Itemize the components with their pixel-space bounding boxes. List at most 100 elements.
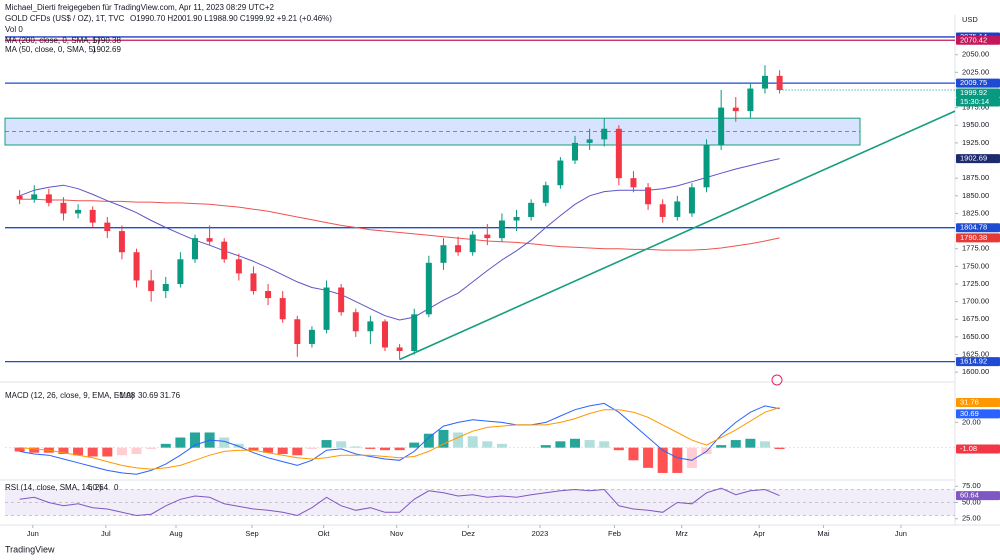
y-tick-label: 1725.00	[962, 279, 989, 288]
ma-line	[19, 158, 780, 321]
histogram-bar	[277, 447, 288, 454]
attribution: Michael_Dierti freigegeben für TradingVi…	[5, 3, 275, 12]
y-tick-label: 25.00	[962, 514, 981, 523]
x-tick-label: Dez	[462, 529, 476, 538]
trend-line	[399, 110, 956, 361]
candle-body	[645, 187, 652, 205]
level-tag: 1614.92	[960, 357, 987, 366]
y-tick-label: 1875.00	[962, 173, 989, 182]
level-tag: 2009.75	[960, 78, 987, 87]
histogram-bar	[233, 443, 244, 448]
y-tick-label: 1750.00	[962, 261, 989, 270]
histogram-bar	[716, 445, 727, 448]
x-tick-label: Mai	[817, 529, 829, 538]
candle-body	[396, 347, 403, 352]
histogram-bar	[423, 433, 434, 448]
candle-body	[674, 201, 681, 217]
histogram-bar	[467, 436, 478, 448]
candle-body	[469, 234, 476, 253]
histogram-bar	[628, 447, 639, 461]
macd-line	[19, 407, 780, 470]
x-tick-label: Feb	[608, 529, 621, 538]
y-tick-label: 1700.00	[962, 297, 989, 306]
y-tick-label: 1775.00	[962, 244, 989, 253]
histogram-bar	[555, 441, 566, 448]
candle-body	[747, 88, 754, 112]
countdown-bg	[956, 97, 1000, 107]
y-tick-label: 1925.00	[962, 138, 989, 147]
histogram-bar	[160, 443, 171, 448]
candle-body	[762, 75, 768, 89]
legend-value: -1.08	[117, 391, 136, 400]
histogram-bar	[672, 447, 683, 473]
candle-body	[513, 216, 520, 221]
histogram-bar	[58, 447, 69, 454]
x-tick-label: Sep	[245, 529, 258, 538]
histogram-bar	[87, 447, 98, 457]
histogram-bar	[380, 447, 390, 451]
histogram-bar	[409, 442, 420, 448]
histogram-bar	[643, 447, 654, 468]
x-tick-label: Jul	[101, 529, 111, 538]
legend-value: 60.64	[88, 483, 109, 492]
histogram-bar	[730, 440, 741, 448]
histogram-bar	[760, 441, 770, 448]
y-tick-label: 1675.00	[962, 314, 989, 323]
histogram-bar	[116, 447, 127, 456]
candle-body	[60, 202, 67, 214]
currency: USD	[962, 15, 978, 24]
rsi-tag: 60.64	[960, 491, 979, 500]
legend-name: MA (200, close, 0, SMA, 5)	[5, 36, 100, 45]
legend-value: 30.69	[138, 391, 159, 400]
ohlc-text: O1990.70 H2001.90 L1988.90 C1999.92 +9.2…	[130, 14, 332, 23]
y-tick-label: 1625.00	[962, 350, 989, 359]
candle-body	[133, 252, 140, 281]
histogram-bar	[453, 432, 464, 448]
histogram-bar	[745, 438, 756, 448]
level-tag-bg	[956, 357, 1000, 367]
candle-body	[484, 234, 491, 239]
histogram-bar	[263, 447, 274, 453]
candle-body	[557, 160, 564, 186]
rsi-title: RSI (14, close, SMA, 14, 2)	[5, 483, 102, 492]
candle-body	[89, 209, 96, 223]
candle-body	[279, 298, 286, 320]
ma-line	[19, 198, 780, 251]
y-tick-label: 1650.00	[962, 332, 989, 341]
legend-value: 1902.69	[92, 45, 121, 54]
histogram-bar	[321, 440, 332, 448]
x-tick-label: Aug	[169, 529, 182, 538]
candle-body	[659, 204, 666, 217]
histogram-bar	[336, 441, 347, 448]
histogram-tag-bg	[956, 444, 1000, 454]
histogram-tag: -1.08	[960, 444, 977, 453]
y-tick-label: 20.00	[962, 417, 981, 426]
histogram-bar	[438, 429, 449, 448]
candle-body	[250, 273, 257, 292]
ma-tag-bg	[956, 233, 1000, 243]
macd-tag-bg	[956, 397, 1000, 407]
macd-line	[19, 402, 780, 475]
candle-body	[16, 195, 23, 200]
histogram-bar	[102, 447, 113, 457]
histogram-bar	[190, 432, 200, 448]
level-tag-bg	[956, 35, 1000, 45]
volume-text: Vol 0	[5, 25, 23, 34]
y-tick-label: 1825.00	[962, 208, 989, 217]
histogram-bar	[584, 440, 595, 448]
macd-title: MACD (12, 26, close, 9, EMA, EMA)	[5, 391, 134, 400]
y-tick-label: 75.00	[962, 481, 981, 490]
histogram-bar	[570, 438, 580, 448]
histogram-bar	[14, 447, 25, 452]
candle-body	[323, 287, 330, 330]
macd-tag: 30.69	[960, 409, 979, 418]
candle-body	[498, 220, 505, 239]
level-tag: 1804.78	[960, 223, 987, 232]
candle-body	[308, 329, 315, 344]
candle-body	[206, 238, 213, 242]
alert-icon[interactable]	[771, 374, 783, 386]
candle-body	[382, 321, 388, 348]
chart-title: GOLD CFDs (US$ / OZ), 1T, TVC	[5, 14, 125, 23]
candle-body	[732, 107, 739, 112]
candle-body	[45, 194, 52, 203]
